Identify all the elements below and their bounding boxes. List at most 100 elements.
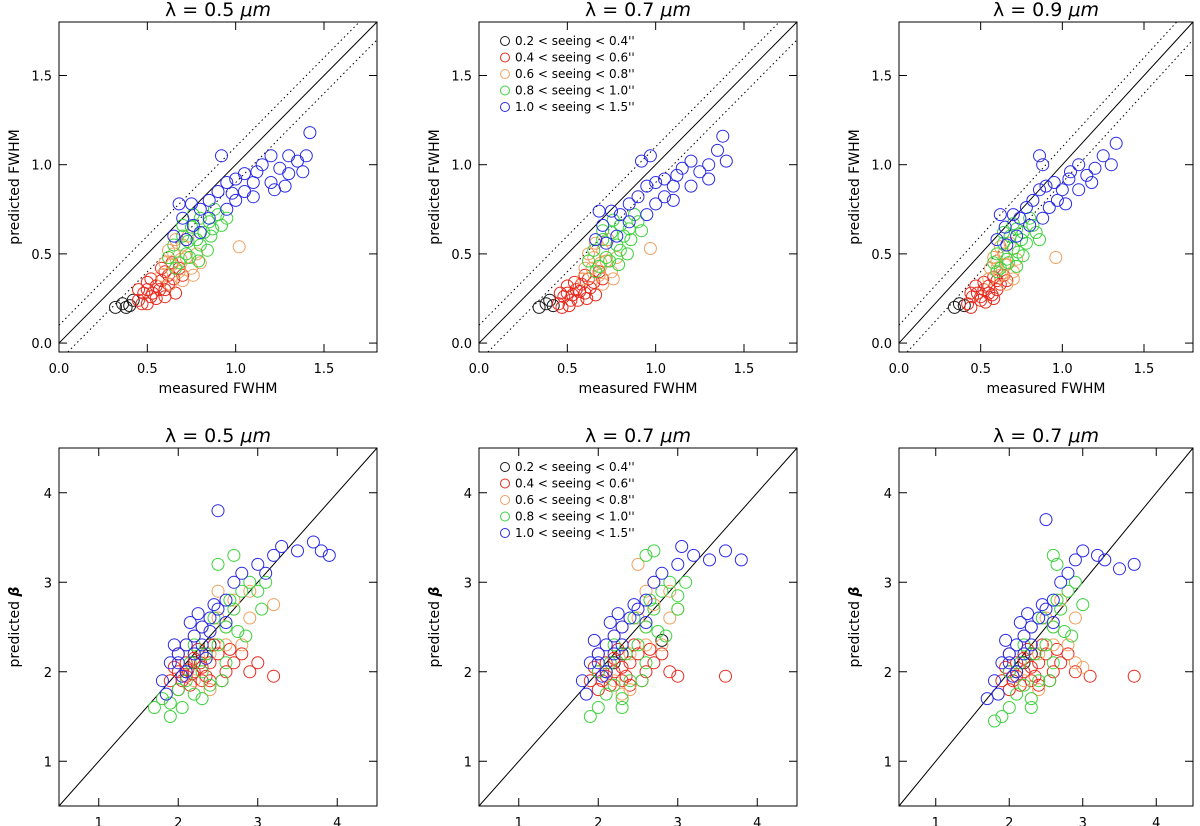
point-seeing-1.0-1.5 [615, 620, 629, 634]
point-seeing-1.0-1.5 [640, 179, 654, 193]
point-seeing-0.8-1.0 [162, 251, 175, 264]
legend-marker [500, 511, 510, 522]
point-seeing-0.8-1.0 [613, 243, 627, 257]
point-seeing-0.8-1.0 [591, 665, 605, 679]
point-seeing-1.0-1.5 [1055, 183, 1069, 197]
point-seeing-1.0-1.5 [167, 638, 181, 652]
y-axis-label: predicted β [847, 587, 863, 668]
point-seeing-0.6-0.8 [993, 240, 1007, 254]
point-seeing-0.4-0.6 [619, 669, 633, 683]
offset-line [906, 39, 1194, 353]
point-seeing-0.6-0.8 [187, 674, 201, 688]
point-seeing-1.0-1.5 [202, 193, 216, 207]
y-tick-label: 1 [884, 755, 892, 770]
point-seeing-0.4-0.6 [560, 286, 574, 300]
scatter-points [980, 513, 1141, 728]
point-seeing-0.8-1.0 [627, 611, 641, 625]
point-seeing-0.8-1.0 [615, 701, 629, 714]
scatter-points [575, 540, 748, 723]
point-seeing-1.0-1.5 [1006, 669, 1020, 683]
point-seeing-1.0-1.5 [215, 149, 228, 163]
point-seeing-0.8-1.0 [635, 674, 649, 688]
point-seeing-1.0-1.5 [1059, 197, 1073, 211]
point-seeing-0.8-1.0 [176, 218, 190, 232]
point-seeing-0.8-1.0 [639, 548, 653, 562]
point-seeing-0.4-0.6 [564, 293, 578, 307]
point-seeing-1.0-1.5 [1013, 211, 1027, 225]
point-seeing-0.6-0.8 [643, 242, 657, 255]
point-seeing-0.4-0.6 [562, 299, 576, 313]
point-seeing-1.0-1.5 [191, 607, 205, 621]
point-seeing-0.6-0.8 [1039, 611, 1053, 625]
point-seeing-0.4-0.6 [132, 283, 145, 297]
x-tick-label: 4 [753, 816, 761, 826]
point-seeing-1.0-1.5 [583, 656, 597, 670]
point-seeing-1.0-1.5 [666, 193, 680, 207]
y-tick-label: 1.0 [871, 159, 892, 174]
point-seeing-1.0-1.5 [1010, 665, 1024, 679]
point-seeing-0.8-1.0 [197, 226, 211, 239]
x-tick-label: 1.5 [1134, 362, 1155, 377]
point-seeing-0.4-0.6 [599, 656, 613, 670]
point-seeing-0.4-0.6 [1127, 669, 1141, 683]
point-seeing-0.8-1.0 [202, 215, 216, 229]
point-seeing-0.8-1.0 [227, 602, 241, 616]
point-seeing-0.8-1.0 [1033, 233, 1046, 247]
legend-marker [500, 528, 510, 538]
point-seeing-1.0-1.5 [575, 674, 589, 688]
legend-label: 0.4 < seeing < 0.6'' [515, 51, 635, 65]
point-seeing-0.8-1.0 [659, 629, 673, 643]
point-seeing-1.0-1.5 [299, 149, 313, 163]
y-tick-label: 0.0 [451, 337, 472, 352]
point-seeing-0.8-1.0 [599, 687, 613, 701]
point-seeing-1.0-1.5 [702, 158, 716, 172]
point-seeing-1.0-1.5 [1036, 158, 1050, 172]
y-tick-label: 4 [44, 487, 52, 502]
panel-title: λ = 0.9 μm [993, 0, 1099, 21]
y-tick-label: 4 [464, 487, 472, 502]
point-seeing-0.8-1.0 [207, 611, 221, 625]
legend-marker [500, 478, 510, 489]
point-seeing-0.8-1.0 [211, 557, 225, 571]
point-seeing-0.8-1.0 [163, 710, 177, 723]
point-seeing-0.8-1.0 [1043, 674, 1057, 688]
point-seeing-1.0-1.5 [179, 233, 193, 247]
point-seeing-1.0-1.5 [322, 548, 336, 562]
point-seeing-0.8-1.0 [211, 638, 225, 652]
point-seeing-1.0-1.5 [595, 669, 609, 683]
point-seeing-0.8-1.0 [1002, 701, 1016, 714]
point-seeing-1.0-1.5 [259, 566, 273, 580]
scatter-points [532, 129, 733, 314]
point-seeing-0.6-0.8 [172, 265, 186, 279]
point-seeing-1.0-1.5 [1033, 149, 1046, 163]
point-seeing-1.0-1.5 [1010, 638, 1024, 652]
point-seeing-0.6-0.8 [193, 256, 207, 270]
point-seeing-0.6-0.8 [606, 272, 620, 286]
point-seeing-0.6-0.8 [186, 268, 200, 282]
point-seeing-1.0-1.5 [599, 638, 613, 652]
legend: 0.2 < seeing < 0.4'' 0.4 < seeing < 0.6''… [500, 460, 635, 540]
point-seeing-1.0-1.5 [227, 575, 241, 589]
point-seeing-0.6-0.8 [163, 277, 177, 291]
point-seeing-0.8-1.0 [647, 544, 661, 558]
point-seeing-1.0-1.5 [1104, 158, 1118, 172]
point-seeing-1.0-1.5 [993, 208, 1007, 222]
point-seeing-1.0-1.5 [211, 602, 225, 616]
point-seeing-0.8-1.0 [187, 638, 201, 652]
point-seeing-0.6-0.8 [576, 272, 590, 286]
point-seeing-1.0-1.5 [734, 553, 748, 567]
point-seeing-1.0-1.5 [1024, 620, 1038, 634]
point-seeing-1.0-1.5 [1072, 183, 1086, 197]
point-seeing-0.8-1.0 [215, 674, 229, 688]
point-seeing-1.0-1.5 [631, 602, 645, 616]
point-seeing-1.0-1.5 [207, 598, 221, 612]
point-seeing-1.0-1.5 [607, 647, 621, 661]
point-seeing-1.0-1.5 [991, 687, 1005, 701]
point-seeing-0.8-1.0 [639, 620, 653, 634]
point-seeing-0.6-0.8 [589, 236, 603, 250]
point-seeing-1.0-1.5 [267, 548, 281, 562]
point-seeing-1.0-1.5 [1021, 607, 1035, 621]
point-seeing-0.4-0.6 [607, 651, 621, 665]
legend-label: 0.6 < seeing < 0.8'' [515, 67, 635, 81]
